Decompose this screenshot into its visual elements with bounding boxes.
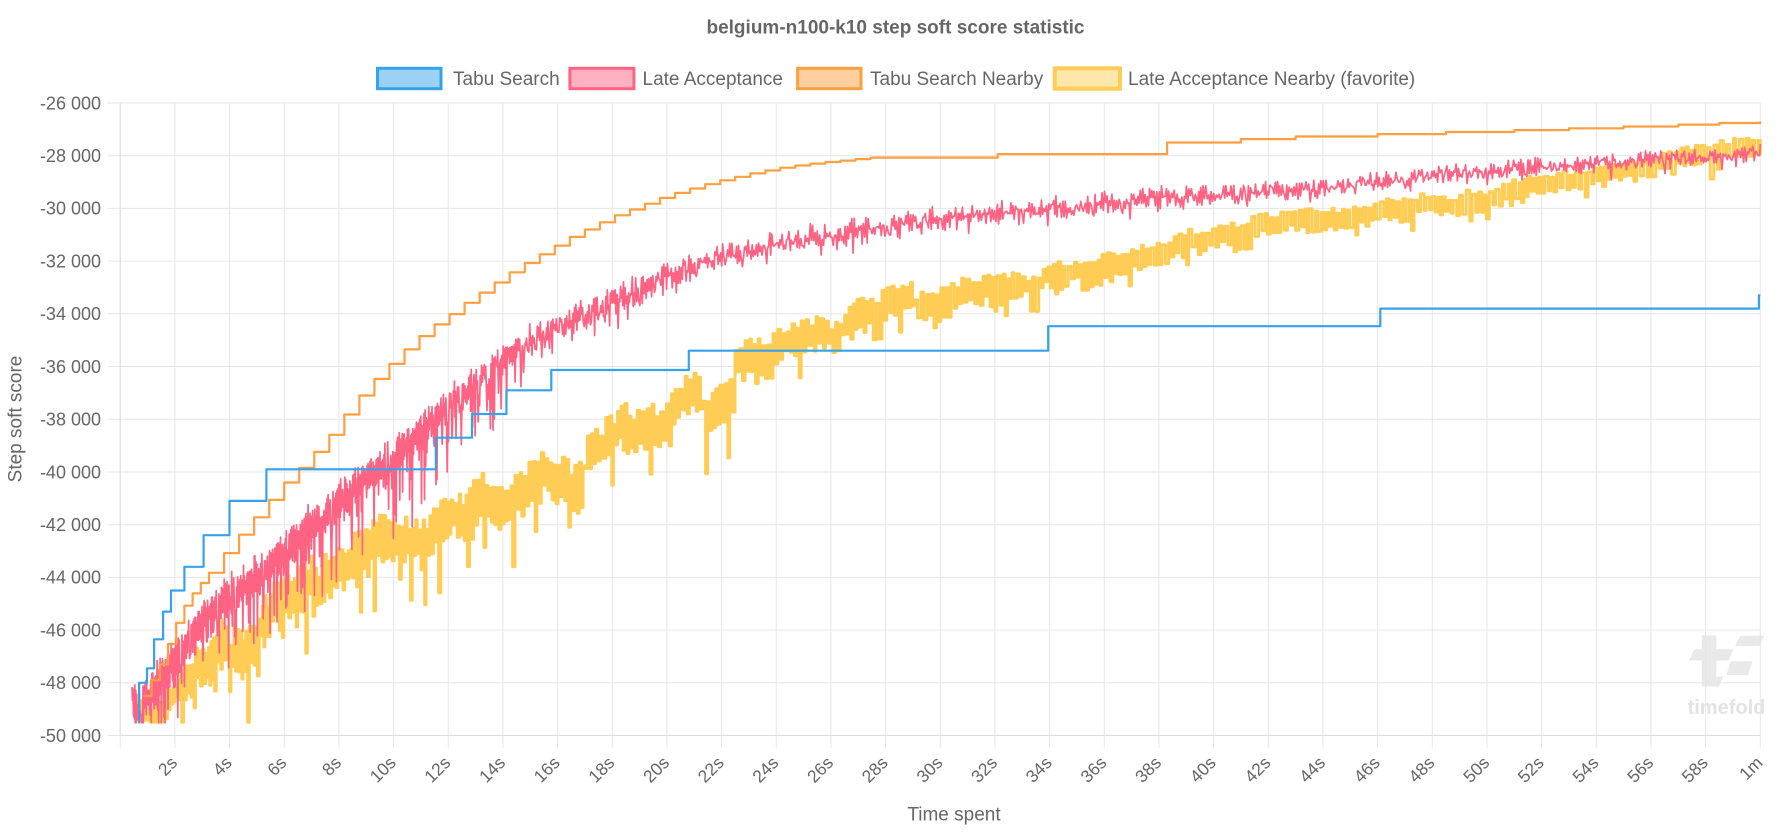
svg-text:-50 000: -50 000 (40, 726, 101, 746)
svg-text:-42 000: -42 000 (40, 515, 101, 535)
svg-text:Step soft score: Step soft score (6, 356, 27, 483)
svg-text:Late Acceptance: Late Acceptance (643, 69, 784, 90)
svg-text:belgium-n100-k10 step soft sco: belgium-n100-k10 step soft score statist… (706, 17, 1084, 38)
svg-text:Tabu Search Nearby: Tabu Search Nearby (870, 69, 1044, 90)
svg-text:-28 000: -28 000 (40, 146, 101, 166)
svg-text:Late Acceptance Nearby (favori: Late Acceptance Nearby (favorite) (1128, 69, 1415, 90)
svg-text:-32 000: -32 000 (40, 251, 101, 271)
svg-text:-44 000: -44 000 (40, 568, 101, 588)
svg-text:-48 000: -48 000 (40, 673, 101, 693)
svg-text:timefold: timefold (1688, 697, 1766, 719)
svg-text:-36 000: -36 000 (40, 357, 101, 377)
svg-text:-34 000: -34 000 (40, 304, 101, 324)
svg-text:-46 000: -46 000 (40, 620, 101, 640)
svg-text:-30 000: -30 000 (40, 199, 101, 219)
svg-text:-26 000: -26 000 (40, 93, 101, 113)
svg-text:-40 000: -40 000 (40, 462, 101, 482)
svg-text:Tabu Search: Tabu Search (453, 69, 560, 90)
svg-text:-38 000: -38 000 (40, 410, 101, 430)
svg-text:Time spent: Time spent (907, 805, 1001, 826)
